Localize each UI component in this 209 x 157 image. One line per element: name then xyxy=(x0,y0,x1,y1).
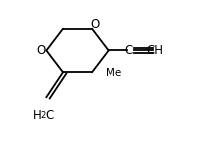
Text: O: O xyxy=(37,44,46,57)
Text: H: H xyxy=(33,109,42,122)
Text: Me: Me xyxy=(106,68,121,78)
Text: 2: 2 xyxy=(41,111,46,120)
Text: C: C xyxy=(124,43,133,57)
Text: C: C xyxy=(45,109,54,122)
Text: CH: CH xyxy=(147,43,164,57)
Text: O: O xyxy=(90,18,100,31)
